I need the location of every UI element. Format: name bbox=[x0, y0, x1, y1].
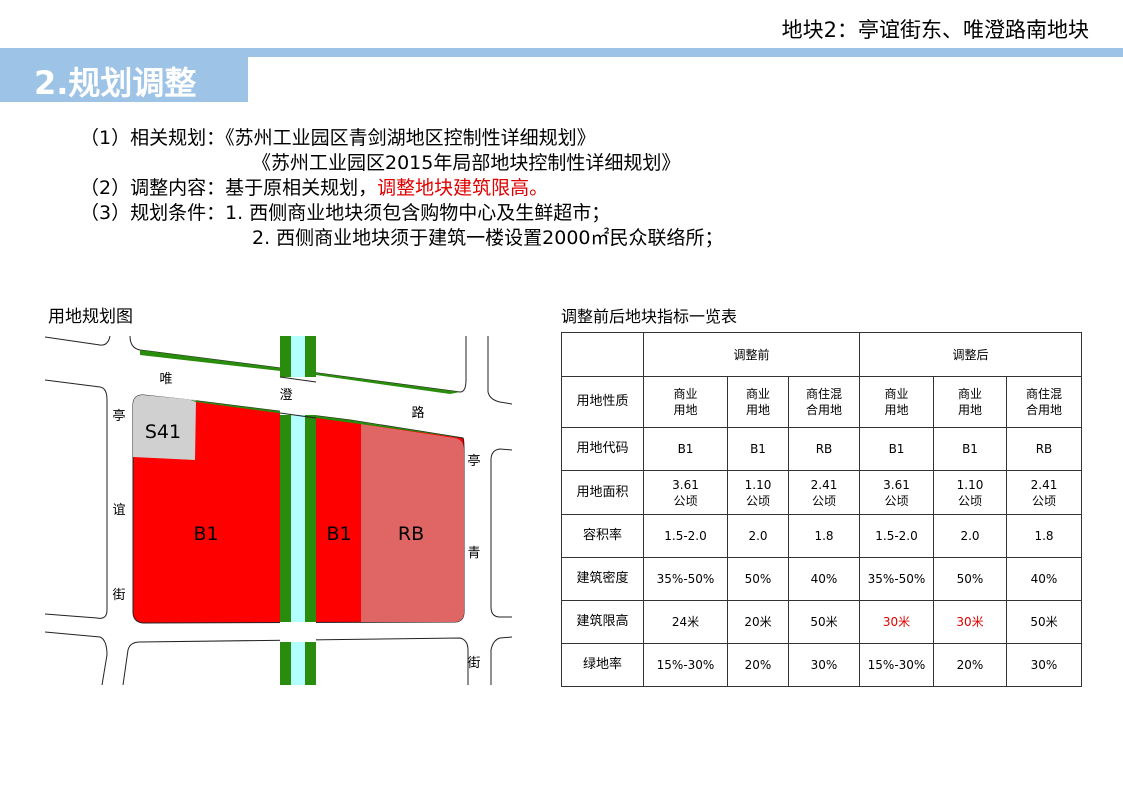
south-green-strip bbox=[190, 400, 463, 438]
table-cell: 3.61 公顷 bbox=[643, 470, 728, 515]
table-header-row: 调整前 调整后 bbox=[561, 332, 1082, 377]
page-subtitle: 地块2：亭谊街东、唯澄路南地块 bbox=[781, 18, 1089, 42]
road-label: 谊 bbox=[112, 503, 125, 518]
highlight-text: 调整地块建筑限高。 bbox=[377, 177, 549, 199]
table-cell: 商业 用地 bbox=[727, 376, 789, 428]
road-crossing bbox=[280, 377, 316, 415]
table-cell: 商业 用地 bbox=[643, 376, 728, 428]
table-row: 用地代码 B1 B1 RB B1 B1 RB bbox=[561, 427, 1082, 471]
table-row: 绿地率 15%-30% 20% 30% 15%-30% 20% 30% bbox=[561, 643, 1082, 687]
table-cell: 20% bbox=[933, 643, 1007, 687]
group-header: 调整前 bbox=[643, 332, 860, 377]
row-label: 建筑限高 bbox=[561, 600, 644, 644]
table-cell: 40% bbox=[1006, 557, 1082, 601]
group-header: 调整后 bbox=[859, 332, 1082, 377]
table-cell: 20米 bbox=[727, 600, 789, 644]
parcel-label-b1: B1 bbox=[326, 523, 351, 545]
road-label: 亭 bbox=[467, 453, 480, 469]
table-cell: B1 bbox=[933, 427, 1007, 471]
table-cell: 2.0 bbox=[727, 514, 789, 558]
text: 《苏州工业园区青剑湖地区控制性详细规划》 bbox=[225, 127, 596, 149]
row-label: 容积率 bbox=[561, 514, 644, 558]
table-cell: 20% bbox=[727, 643, 789, 687]
table-cell: 3.61 公顷 bbox=[859, 470, 934, 515]
land-use-map: 唯 澄 路 亭 谊 街 亭 青 街 S41 B1 B1 RB bbox=[45, 336, 512, 685]
parcel-label-rb: RB bbox=[398, 523, 424, 545]
text: 基于原相关规划， bbox=[225, 177, 378, 199]
table-cell: 2.41 公顷 bbox=[788, 470, 860, 515]
table-cell: 30米 bbox=[933, 600, 1007, 644]
table-cell: 2.0 bbox=[933, 514, 1007, 558]
table-row: 建筑密度 35%-50% 50% 40% 35%-50% 50% 40% bbox=[561, 557, 1082, 601]
table-cell: 50% bbox=[727, 557, 789, 601]
title-box bbox=[0, 57, 248, 102]
table-cell: 24米 bbox=[643, 600, 728, 644]
road-label: 澄 bbox=[279, 388, 292, 403]
text: 1. 西侧商业地块须包含购物中心及生鲜超市； bbox=[225, 202, 611, 224]
related-plans-line-2: 《苏州工业园区2015年局部地块控制性详细规划》 bbox=[252, 152, 681, 174]
road-label: 街 bbox=[467, 656, 480, 671]
label: （1）相关规划： bbox=[80, 127, 226, 149]
empty-cell bbox=[561, 332, 644, 377]
indicator-table: 调整前 调整后 用地性质 商业 用地 商业 用地 商住混 合用地 商业 用地 商业 用地商… bbox=[561, 332, 1082, 687]
table-cell: 50米 bbox=[1006, 600, 1082, 644]
row-label: 用地性质 bbox=[561, 376, 644, 428]
table-cell: RB bbox=[1006, 427, 1082, 471]
road-label: 亭 bbox=[112, 408, 125, 424]
table-cell: 2.41 公顷 bbox=[1006, 470, 1082, 515]
table-cell: 35%-50% bbox=[859, 557, 934, 601]
related-plans-line: （1）相关规划：《苏州工业园区青剑湖地区控制性详细规划》 bbox=[80, 123, 596, 150]
road-label: 路 bbox=[411, 405, 424, 421]
header-bar bbox=[0, 48, 1123, 57]
table-cell: 30米 bbox=[859, 600, 934, 644]
canal-water bbox=[291, 336, 305, 685]
table-cell: B1 bbox=[859, 427, 934, 471]
table-cell: 50% bbox=[933, 557, 1007, 601]
table-cell: B1 bbox=[727, 427, 789, 471]
road-label: 青 bbox=[467, 546, 480, 561]
table-cell: 30% bbox=[788, 643, 860, 687]
parcel-rb bbox=[361, 424, 464, 622]
table-cell: 商业 用地 bbox=[933, 376, 1007, 428]
table-cell: 商业 用地 bbox=[859, 376, 934, 428]
row-label: 绿地率 bbox=[561, 643, 644, 687]
table-cell: 35%-50% bbox=[643, 557, 728, 601]
road-label: 街 bbox=[112, 588, 125, 603]
table-row: 用地性质 商业 用地 商业 用地 商住混 合用地 商业 用地 商业 用地 商住混 合用地 bbox=[561, 376, 1082, 428]
conditions-line: （3）规划条件：1. 西侧商业地块须包含购物中心及生鲜超市； bbox=[80, 198, 610, 225]
conditions-line-2: 2. 西侧商业地块须于建筑一楼设置2000㎡民众联络所； bbox=[252, 227, 724, 249]
table-cell: 30% bbox=[1006, 643, 1082, 687]
table-cell: 15%-30% bbox=[643, 643, 728, 687]
label: （3）规划条件： bbox=[80, 202, 226, 224]
adjustment-line: （2）调整内容：基于原相关规划，调整地块建筑限高。 bbox=[80, 173, 548, 200]
table-cell: 15%-30% bbox=[859, 643, 934, 687]
row-label: 建筑密度 bbox=[561, 557, 644, 601]
table-cell: 50米 bbox=[788, 600, 860, 644]
parcel-label-b1: B1 bbox=[193, 523, 218, 545]
table-cell: 1.10 公顷 bbox=[727, 470, 789, 515]
road-label: 唯 bbox=[159, 372, 172, 387]
row-label: 用地面积 bbox=[561, 470, 644, 515]
table-caption: 调整前后地块指标一览表 bbox=[561, 307, 738, 326]
table-row: 用地面积 3.61 公顷 1.10 公顷 2.41 公顷 3.61 公顷 1.10 公顷 2… bbox=[561, 470, 1082, 515]
table-cell: 1.8 bbox=[1006, 514, 1082, 558]
page-title: 2.规划调整 bbox=[34, 64, 197, 102]
table-cell: 1.10 公顷 bbox=[933, 470, 1007, 515]
parcel-s41 bbox=[133, 395, 196, 460]
table-cell: RB bbox=[788, 427, 860, 471]
table-cell: 1.5-2.0 bbox=[859, 514, 934, 558]
table-row: 建筑限高 24米 20米 50米 30米 30米 50米 bbox=[561, 600, 1082, 644]
label: （2）调整内容： bbox=[80, 177, 226, 199]
road-crossing bbox=[280, 622, 316, 642]
table-cell: 40% bbox=[788, 557, 860, 601]
table-cell: 1.8 bbox=[788, 514, 860, 558]
parcel-label-s41: S41 bbox=[145, 421, 181, 443]
table-cell: B1 bbox=[643, 427, 728, 471]
table-row: 容积率 1.5-2.0 2.0 1.8 1.5-2.0 2.0 1.8 bbox=[561, 514, 1082, 558]
row-label: 用地代码 bbox=[561, 427, 644, 471]
table-cell: 商住混 合用地 bbox=[1006, 376, 1082, 428]
map-caption: 用地规划图 bbox=[48, 307, 133, 327]
table-cell: 商住混 合用地 bbox=[788, 376, 860, 428]
table-cell: 1.5-2.0 bbox=[643, 514, 728, 558]
